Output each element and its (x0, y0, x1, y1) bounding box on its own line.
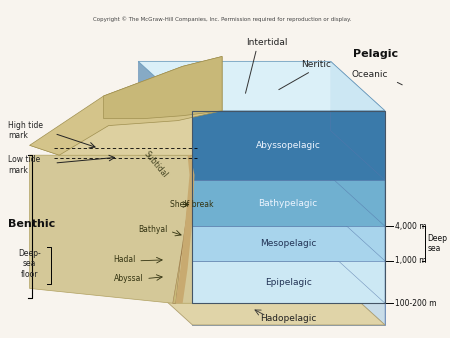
Text: Pelagic: Pelagic (352, 49, 398, 59)
Polygon shape (193, 180, 385, 226)
Text: Deep
sea: Deep sea (428, 234, 447, 253)
Text: 1,000 m: 1,000 m (395, 257, 426, 265)
Polygon shape (138, 275, 385, 325)
Polygon shape (138, 62, 385, 111)
Polygon shape (331, 131, 385, 226)
Polygon shape (193, 303, 385, 325)
Polygon shape (30, 56, 222, 155)
Polygon shape (138, 212, 193, 303)
Polygon shape (331, 254, 385, 325)
Text: Shelf break: Shelf break (170, 200, 213, 209)
Text: Bathypelagic: Bathypelagic (259, 199, 318, 208)
Text: Neritic: Neritic (301, 60, 331, 69)
Text: 100-200 m: 100-200 m (395, 299, 436, 308)
Polygon shape (331, 62, 385, 180)
Polygon shape (138, 254, 385, 303)
Polygon shape (30, 155, 193, 303)
Text: Low tide
mark: Low tide mark (8, 155, 40, 175)
Text: Subtidal: Subtidal (142, 150, 170, 180)
Polygon shape (173, 155, 193, 303)
Polygon shape (193, 261, 385, 303)
Polygon shape (176, 155, 194, 303)
Polygon shape (138, 131, 193, 226)
Text: Abyssopelagic: Abyssopelagic (256, 141, 321, 150)
Text: High tide
mark: High tide mark (8, 121, 43, 140)
Text: 4,000 m: 4,000 m (395, 222, 427, 231)
Text: Benthic: Benthic (8, 219, 55, 229)
Text: Deep-
sea
floor: Deep- sea floor (18, 249, 41, 279)
Text: Oceanic: Oceanic (352, 70, 388, 79)
Polygon shape (331, 177, 385, 261)
Text: Epipelagic: Epipelagic (265, 277, 312, 287)
Polygon shape (138, 177, 193, 261)
Text: Bathyal: Bathyal (138, 225, 168, 234)
Text: Copyright © The McGraw-Hill Companies, Inc. Permission required for reproduction: Copyright © The McGraw-Hill Companies, I… (93, 16, 351, 22)
Polygon shape (193, 111, 385, 180)
Polygon shape (30, 111, 193, 155)
Text: Abyssal: Abyssal (113, 274, 143, 283)
Polygon shape (193, 226, 385, 261)
Text: Mesopelagic: Mesopelagic (260, 239, 316, 248)
Text: Intertidal: Intertidal (246, 38, 287, 47)
Polygon shape (331, 212, 385, 303)
Polygon shape (138, 62, 193, 180)
Polygon shape (104, 56, 222, 119)
Text: Hadopelagic: Hadopelagic (260, 314, 316, 322)
Text: Hadal: Hadal (113, 255, 136, 264)
